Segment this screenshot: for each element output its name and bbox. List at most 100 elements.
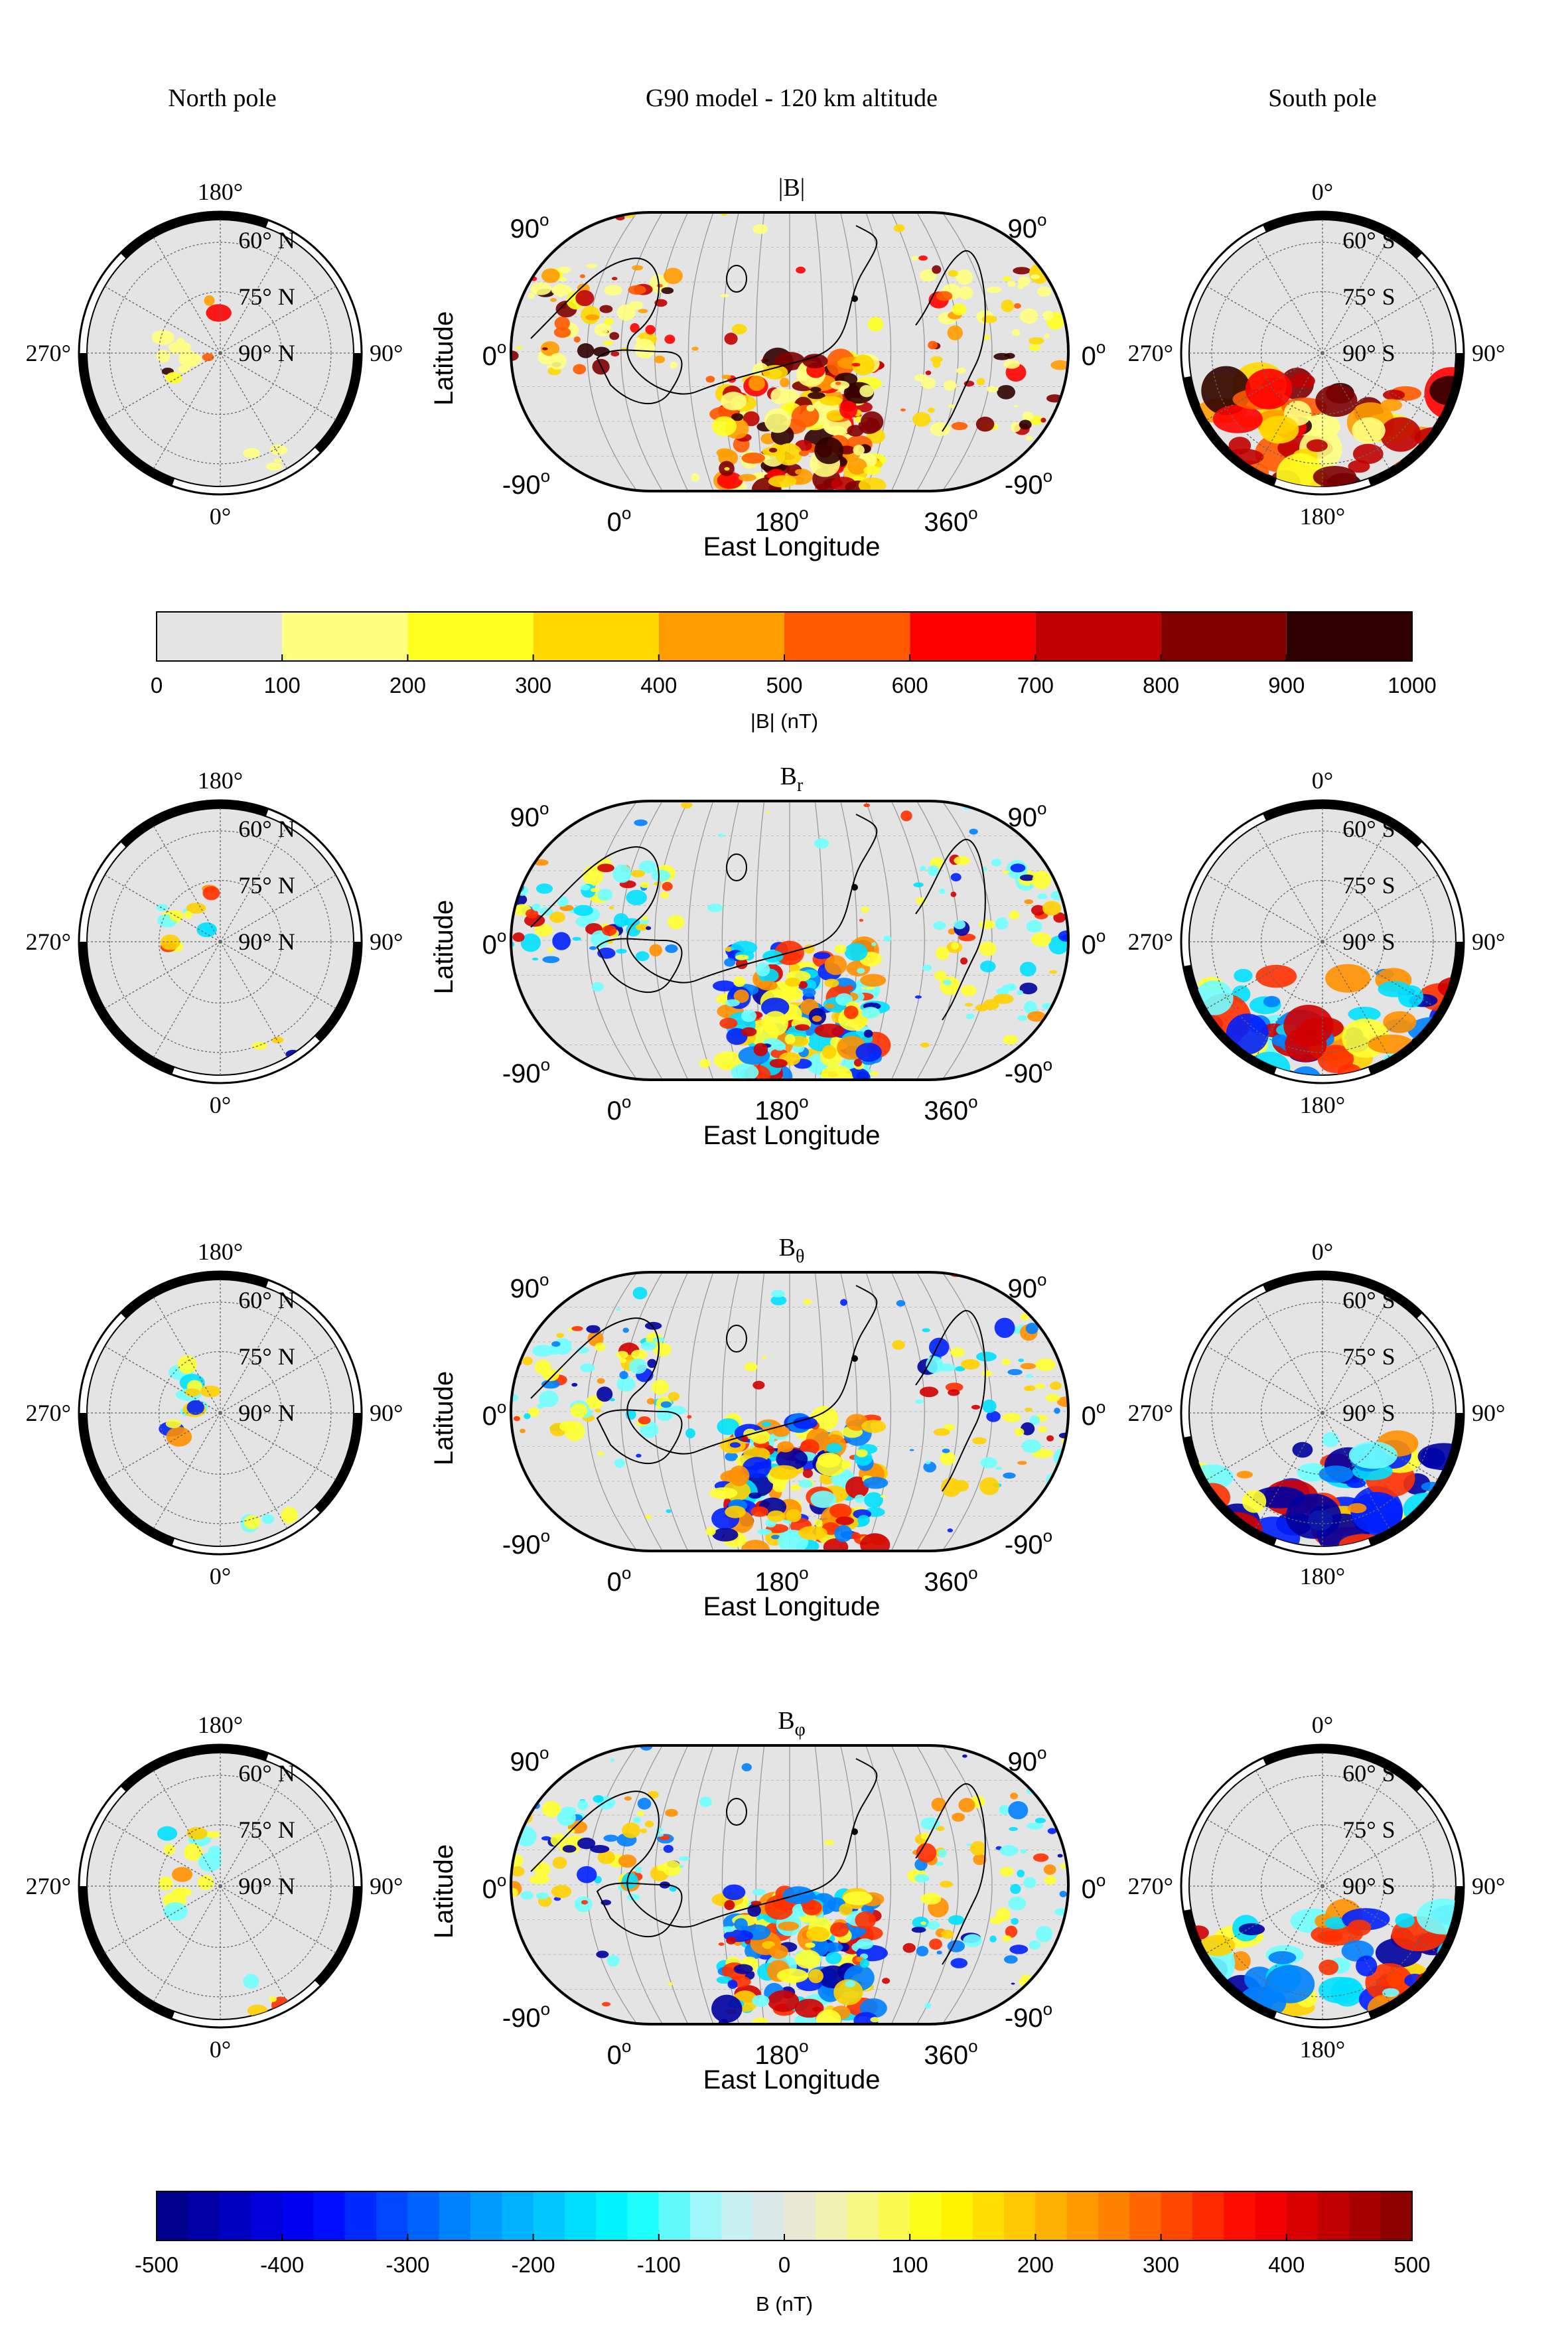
field-anomaly: [1356, 1955, 1378, 1976]
polar-grid: [87, 1280, 354, 1546]
field-anomaly: [667, 915, 685, 930]
field-anomaly: [983, 999, 999, 1010]
field-anomaly: [927, 1921, 940, 1930]
polar-ring-label: 90° S: [1342, 340, 1395, 366]
field-anomaly: [511, 1866, 525, 1877]
field-anomaly: [950, 1958, 968, 1968]
field-anomaly: [516, 346, 522, 350]
map-xlabel: East Longitude: [703, 532, 881, 561]
field-anomaly: [616, 948, 627, 954]
field-anomaly: [1019, 1974, 1034, 1989]
field-anomaly: [918, 256, 928, 261]
field-anomaly: [551, 1341, 561, 1347]
field-anomaly: [993, 993, 1014, 1004]
polar-label-right: 90°: [370, 340, 403, 366]
field-anomaly: [780, 378, 790, 388]
field-anomaly: [1437, 2008, 1456, 2020]
field-anomaly: [202, 353, 214, 362]
field-anomaly: [614, 1458, 626, 1468]
field-anomaly: [826, 425, 847, 435]
field-anomaly: [526, 909, 539, 919]
field-anomaly: [719, 1063, 735, 1070]
field-anomaly: [1012, 329, 1021, 336]
field-anomaly: [1042, 311, 1054, 321]
field-anomaly: [930, 356, 943, 363]
south-polar-plot: 60° S 75° S 90° S 0° 180° 270° 90°: [1128, 1712, 1506, 2063]
field-anomaly: [636, 1453, 642, 1458]
field-anomaly: [948, 1915, 965, 1925]
polar-label-right: 90°: [370, 1400, 403, 1426]
field-anomaly: [597, 1850, 615, 1864]
field-anomaly: [640, 1341, 656, 1351]
field-anomaly: [1001, 1359, 1011, 1366]
field-anomaly: [777, 1441, 794, 1453]
field-anomaly: [633, 1816, 641, 1824]
field-anomaly: [705, 376, 715, 383]
field-anomaly: [528, 292, 535, 299]
field-anomaly: [577, 343, 595, 358]
field-anomaly: [976, 378, 985, 386]
polar-ring-label: 60° S: [1342, 1760, 1395, 1787]
colorbar-tick-label: 600: [892, 673, 928, 698]
field-anomaly: [587, 1331, 604, 1347]
lat-tick-label: 0o: [1082, 926, 1106, 960]
lon-tick-label: 180o: [754, 1092, 808, 1126]
field-anomaly: [1054, 1908, 1068, 1916]
field-anomaly: [1002, 1935, 1012, 1942]
field-anomaly: [920, 269, 937, 282]
field-anomaly: [656, 283, 663, 288]
polar-grid: [1189, 808, 1456, 1075]
field-anomaly: [805, 1943, 816, 1948]
map-frame: [510, 1744, 1070, 2025]
field-anomaly: [635, 923, 650, 931]
field-anomaly: [970, 1841, 986, 1856]
field-anomaly: [642, 916, 648, 921]
field-anomaly: [741, 1027, 757, 1037]
header-title: G90 model - 120 km altitude: [646, 84, 938, 112]
map-title-subscript: r: [797, 775, 804, 796]
field-anomaly: [679, 1865, 684, 1868]
field-anomaly: [943, 1424, 956, 1431]
field-anomaly: [156, 904, 168, 911]
colorbar-segment: [313, 2191, 346, 2241]
field-anomaly: [882, 1978, 891, 1984]
field-anomaly: [855, 1911, 876, 1929]
colorbar-segment: [816, 2191, 848, 2241]
polar-label-bottom: 0°: [210, 2036, 231, 2063]
field-anomaly: [273, 458, 282, 463]
field-anomaly: [975, 416, 995, 432]
lat-tick-label: 0o: [1082, 337, 1106, 371]
field-anomaly: [853, 2012, 879, 2024]
field-anomaly: [1242, 1490, 1267, 1513]
field-anomaly: [1019, 874, 1035, 881]
field-anomaly: [962, 1754, 967, 1758]
field-anomaly: [1010, 1793, 1019, 1800]
lat-tick-label: -90o: [502, 1526, 550, 1560]
field-anomaly: [243, 1974, 259, 1989]
polar-label-left: 270°: [26, 1873, 71, 1899]
field-anomaly: [541, 1836, 551, 1841]
field-anomaly: [179, 350, 196, 364]
global-map-radial: Br 90o 90o 0o 0o -90o -90o 0o 180o 360o East Longi…: [429, 763, 1105, 1150]
field-anomaly: [750, 1901, 762, 1906]
b-colorbar: -500 -400 -300 -200 -100 0 100 200 300 400 500: [135, 2191, 1431, 2277]
map-title-theta: Bθ: [779, 1234, 805, 1267]
field-anomaly: [1419, 1055, 1438, 1063]
polar-label-right: 90°: [1472, 340, 1505, 366]
field-anomaly: [716, 448, 733, 458]
field-anomaly: [562, 1845, 577, 1853]
field-anomaly: [771, 1534, 780, 1540]
field-anomaly: [755, 962, 770, 977]
field-anomaly: [664, 334, 676, 344]
field-anomaly: [612, 864, 632, 883]
field-anomaly: [668, 1982, 673, 1986]
field-anomaly: [1189, 1971, 1211, 1997]
field-anomaly: [958, 1798, 975, 1812]
field-anomaly: [947, 1528, 954, 1532]
field-anomaly: [801, 1440, 812, 1449]
field-anomaly: [156, 350, 171, 363]
field-anomaly: [681, 801, 693, 809]
field-anomaly: [646, 1398, 655, 1405]
field-anomaly: [852, 354, 875, 376]
field-anomaly: [840, 1299, 847, 1306]
